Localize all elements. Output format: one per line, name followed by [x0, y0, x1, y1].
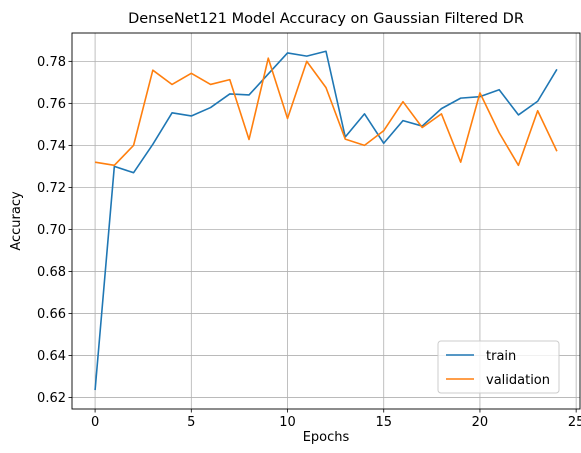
y-tick-label: 0.76	[37, 97, 66, 112]
y-tick-label: 0.72	[37, 181, 66, 196]
y-tick-label: 0.78	[37, 55, 66, 70]
series-layer	[94, 50, 558, 391]
x-tick-label: 15	[375, 415, 392, 430]
legend-label-validation: validation	[486, 373, 550, 388]
y-tick-label: 0.66	[37, 307, 66, 322]
x-tick-label: 20	[472, 415, 489, 430]
y-tick-label: 0.68	[37, 265, 66, 280]
x-tick-label: 0	[91, 415, 99, 430]
x-tick-label: 25	[568, 415, 581, 430]
y-tick-label: 0.70	[37, 223, 66, 238]
y-tick-label: 0.64	[37, 349, 66, 364]
y-tick-label: 0.74	[37, 139, 66, 154]
x-tick-label: 10	[279, 415, 296, 430]
series-line-validation	[94, 57, 558, 167]
legend-box	[437, 340, 560, 394]
grid	[72, 33, 580, 409]
axis-ticks: 0 5 10 15 20 25 0.62 0.64 0.66 0.68 0.70 0.72 0.74 0.…	[37, 55, 581, 430]
chart-title: DenseNet121 Model Accuracy on Gaussian F…	[128, 11, 524, 27]
x-axis-label: Epochs	[303, 430, 350, 445]
legend: train validation	[437, 340, 560, 394]
series-line-train	[94, 50, 558, 391]
y-axis-label: Accuracy	[9, 191, 24, 251]
x-tick-label: 5	[187, 415, 195, 430]
y-tick-label: 0.62	[37, 391, 66, 406]
legend-label-train: train	[486, 349, 516, 364]
plot-frame	[71, 32, 581, 410]
